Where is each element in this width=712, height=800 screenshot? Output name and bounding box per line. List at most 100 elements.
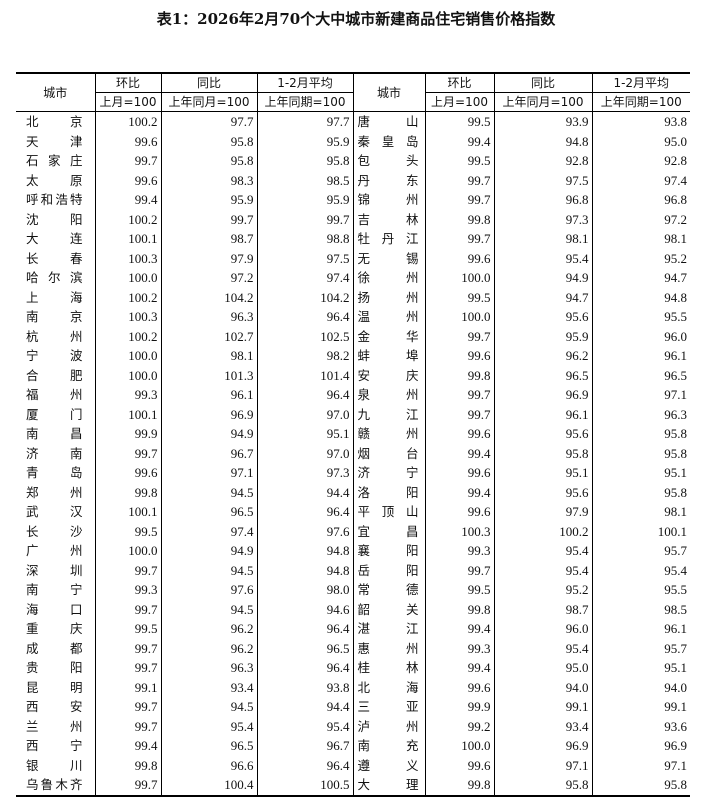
table-row: 银川 99.8 96.6 96.4 遵义 99.6 97.1 97.1: [16, 755, 690, 775]
yoy-value-right: 96.0: [493, 619, 592, 639]
mom-value-right: 99.6: [424, 463, 494, 483]
mom-value-right: 99.3: [424, 638, 494, 658]
city-name-left: 昆明: [26, 679, 83, 695]
avg-value-left: 95.4: [256, 716, 353, 736]
city-name-left: 西安: [26, 699, 83, 714]
city-name-right: 湛江: [352, 619, 425, 639]
yoy-value-left: 97.2: [160, 268, 257, 288]
city-name-right: 无锡: [352, 248, 425, 268]
avg-value-left: 96.7: [256, 736, 353, 756]
mom-value-right: 99.8: [424, 365, 494, 385]
avg-value-left: 96.4: [256, 502, 353, 522]
yoy-value-left: 96.1: [160, 385, 257, 405]
avg-value-left: 98.2: [256, 346, 353, 366]
yoy-value-left: 93.4: [160, 677, 257, 697]
yoy-value-right: 95.4: [493, 248, 592, 268]
mom-value-right: 100.0: [424, 307, 494, 327]
mom-value-right: 99.7: [424, 326, 494, 346]
city-name-right: 吉林: [352, 209, 425, 229]
mom-value-right: 99.4: [424, 443, 494, 463]
city-name-right: 宜昌: [352, 521, 425, 541]
table-row: 西宁 99.4 96.5 96.7 南充 100.0 96.9 96.9: [16, 736, 690, 756]
avg-value-left: 104.2: [256, 287, 353, 307]
mom-value-left: 99.1: [94, 677, 161, 697]
table-row: 深圳 99.7 94.5 94.8 岳阳 99.7 95.4 95.4: [16, 560, 690, 580]
city-name-right: 南充: [352, 736, 425, 756]
table-row: 海口 99.7 94.5 94.6 韶关 99.8 98.7 98.5: [16, 599, 690, 619]
city-name-left: 宁波: [26, 348, 83, 363]
city-name-left: 沈阳: [26, 211, 83, 227]
table-row: 兰州 99.7 95.4 95.4 泸州 99.2 93.4 93.6: [16, 716, 690, 736]
yoy-value-right: 95.4: [493, 638, 592, 658]
city-name-right: 烟台: [352, 443, 425, 463]
mom-value-left: 100.3: [94, 307, 161, 327]
table-row: 厦门 100.1 96.9 97.0 九江 99.7 96.1 96.3: [16, 404, 690, 424]
city-name-left: 长沙: [26, 523, 83, 539]
table-row: 石家庄 99.7 95.8 95.8 包头 99.5 92.8 92.8: [16, 151, 690, 171]
mom-value-right: 99.5: [424, 151, 494, 171]
yoy-value-right: 92.8: [493, 151, 592, 171]
yoy-value-right: 95.9: [493, 326, 592, 346]
header-avg-base-right: 上年同期=100: [591, 92, 690, 112]
avg-value-left: 94.8: [256, 541, 353, 561]
city-name-right: 金华: [352, 326, 425, 346]
yoy-value-left: 96.3: [160, 307, 257, 327]
avg-value-right: 95.8: [591, 424, 690, 444]
yoy-value-left: 94.5: [160, 560, 257, 580]
header-avg-left: 1-2月平均: [256, 73, 353, 93]
city-name-right: 泉州: [352, 385, 425, 405]
city-name-left: 南京: [26, 309, 83, 324]
avg-value-left: 96.5: [256, 638, 353, 658]
yoy-value-left: 94.5: [160, 697, 257, 717]
mom-value-left: 100.1: [94, 502, 161, 522]
price-index-table: 城市 环比 同比 1-2月平均 城市 环比 同比 1-2月平均 上月=100 上…: [16, 72, 690, 797]
avg-value-right: 100.1: [591, 521, 690, 541]
avg-value-left: 97.5: [256, 248, 353, 268]
mom-value-right: 99.5: [424, 111, 494, 132]
header-yoy-left: 同比: [160, 73, 257, 93]
avg-value-right: 95.8: [591, 443, 690, 463]
avg-value-right: 97.1: [591, 755, 690, 775]
mom-value-right: 99.5: [424, 287, 494, 307]
mom-value-right: 99.6: [424, 248, 494, 268]
mom-value-right: 99.6: [424, 677, 494, 697]
table-row: 上海 100.2 104.2 104.2 扬州 99.5 94.7 94.8: [16, 287, 690, 307]
city-name-left: 济南: [26, 445, 83, 461]
yoy-value-right: 98.1: [493, 229, 592, 249]
mom-value-right: 99.4: [424, 658, 494, 678]
city-name-right: 徐州: [352, 268, 425, 288]
yoy-value-left: 96.5: [160, 502, 257, 522]
city-name-left: 合肥: [26, 367, 83, 383]
yoy-value-left: 96.6: [160, 755, 257, 775]
table-row: 郑州 99.8 94.5 94.4 洛阳 99.4 95.6 95.8: [16, 482, 690, 502]
city-name-right: 岳阳: [352, 560, 425, 580]
city-name-right: 丹东: [352, 170, 425, 190]
mom-value-left: 100.2: [94, 209, 161, 229]
avg-value-right: 94.7: [591, 268, 690, 288]
mom-value-left: 99.6: [94, 131, 161, 151]
mom-value-left: 99.9: [94, 424, 161, 444]
avg-value-right: 96.5: [591, 365, 690, 385]
city-name-left: 武汉: [26, 504, 83, 519]
header-mom-left: 环比: [94, 73, 161, 93]
city-name-right: 桂林: [352, 658, 425, 678]
city-name-right: 常德: [352, 580, 425, 600]
mom-value-right: 100.3: [424, 521, 494, 541]
city-name-left: 上海: [26, 289, 83, 305]
table-row: 沈阳 100.2 99.7 99.7 吉林 99.8 97.3 97.2: [16, 209, 690, 229]
table-row: 长沙 99.5 97.4 97.6 宜昌 100.3 100.2 100.1: [16, 521, 690, 541]
yoy-value-left: 98.3: [160, 170, 257, 190]
header-avg-base-left: 上年同期=100: [256, 92, 353, 112]
yoy-value-left: 97.6: [160, 580, 257, 600]
avg-value-left: 100.5: [256, 775, 353, 796]
yoy-value-right: 95.6: [493, 424, 592, 444]
mom-value-left: 99.6: [94, 463, 161, 483]
mom-value-right: 100.0: [424, 268, 494, 288]
yoy-value-right: 95.2: [493, 580, 592, 600]
avg-value-right: 97.4: [591, 170, 690, 190]
avg-value-left: 97.6: [256, 521, 353, 541]
yoy-value-right: 98.7: [493, 599, 592, 619]
city-name-right: 唐山: [352, 111, 425, 132]
city-name-left: 广州: [26, 543, 83, 558]
avg-value-right: 96.1: [591, 619, 690, 639]
